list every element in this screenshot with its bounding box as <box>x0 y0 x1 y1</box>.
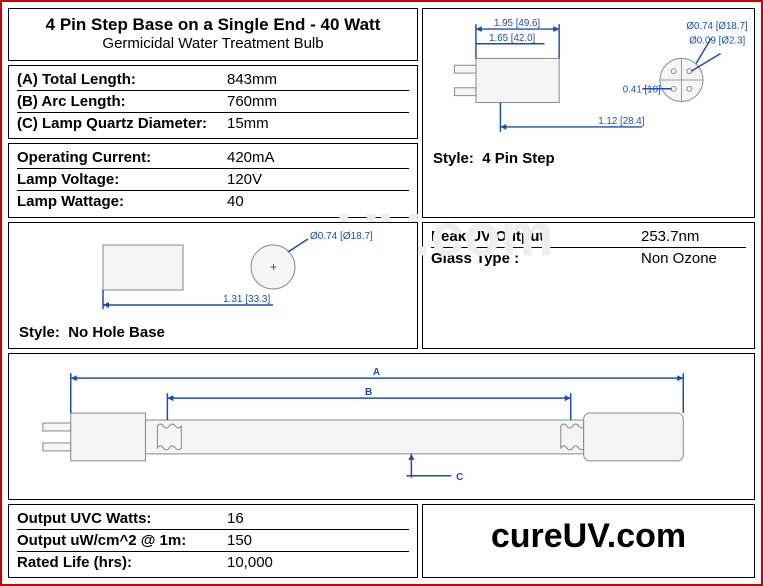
title-panel: 4 Pin Step Base on a Single End - 40 Wat… <box>8 8 418 61</box>
lamp-diagram-panel: A B C <box>8 353 755 500</box>
svg-text:1.31 [33.3]: 1.31 [33.3] <box>223 294 270 305</box>
title-sub: Germicidal Water Treatment Bulb <box>15 35 411 52</box>
pin-step-svg: 1.95 [49.6] 1.65 [42.0] 1.12 [28.4] <box>427 13 750 143</box>
style-1-label: Style: 4 Pin Step <box>427 148 750 169</box>
dimensions-panel: (A) Total Length:843mm (B) Arc Length:76… <box>8 65 418 140</box>
svg-text:Ø0.74 [Ø18.7]: Ø0.74 [Ø18.7] <box>686 21 748 32</box>
svg-text:B: B <box>365 387 372 398</box>
spec-sheet: cureUV.com 4 Pin Step Base on a Single E… <box>0 0 763 586</box>
no-hole-svg: + 1.31 [33.3] Ø0.74 [Ø18.7] <box>13 227 413 317</box>
electrical-panel: Operating Current:420mA Lamp Voltage:120… <box>8 143 418 218</box>
svg-text:C: C <box>456 472 463 483</box>
svg-text:1.12 [28.4]: 1.12 [28.4] <box>598 116 644 127</box>
style-2-label: Style: No Hole Base <box>13 322 413 343</box>
logo-panel: cureUV.com <box>422 504 755 579</box>
no-hole-diagram-panel: + 1.31 [33.3] Ø0.74 [Ø18.7] Style: No Ho… <box>8 222 418 350</box>
svg-text:0.41 [10]: 0.41 [10] <box>623 85 661 96</box>
uv-panel: Peak UV Output:253.7nm Glass Type :Non O… <box>422 222 755 350</box>
svg-text:A: A <box>373 367 380 378</box>
svg-text:Ø0.09 [Ø2.3]: Ø0.09 [Ø2.3] <box>689 36 745 47</box>
output-panel: Output UVC Watts:16 Output uW/cm^2 @ 1m:… <box>8 504 418 579</box>
pin-step-diagram-panel: 1.95 [49.6] 1.65 [42.0] 1.12 [28.4] <box>422 8 755 218</box>
lamp-svg: A B C <box>13 358 750 488</box>
cureuv-logo: cureUV.com <box>423 505 754 556</box>
svg-text:1.65 [42.0]: 1.65 [42.0] <box>489 33 535 44</box>
title-main: 4 Pin Step Base on a Single End - 40 Wat… <box>15 15 411 35</box>
svg-text:Ø0.74 [Ø18.7]: Ø0.74 [Ø18.7] <box>310 231 373 242</box>
layout-grid: 4 Pin Step Base on a Single End - 40 Wat… <box>8 8 755 578</box>
svg-text:1.95 [49.6]: 1.95 [49.6] <box>494 18 540 29</box>
svg-text:+: + <box>270 260 277 274</box>
